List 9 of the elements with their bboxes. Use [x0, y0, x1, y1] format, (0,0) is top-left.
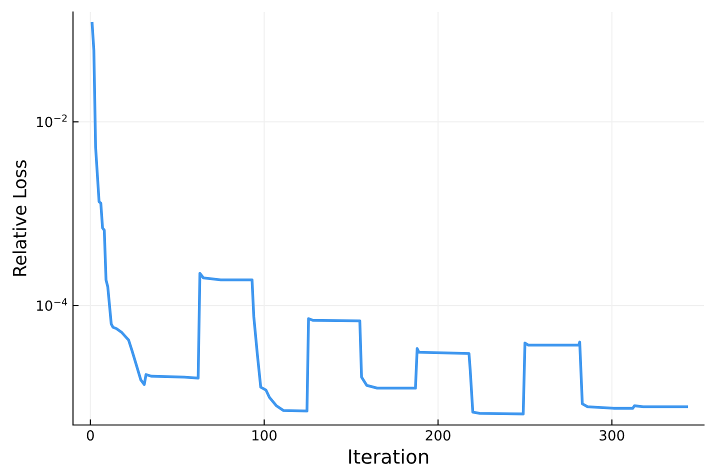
line-series	[90, 22, 688, 416]
x-tick-label: 300	[600, 430, 624, 441]
x-tick-label: 0	[86, 430, 94, 441]
y-tick-label: 10$^{−2}$	[37, 114, 67, 128]
x-tick-label: 200	[426, 430, 450, 441]
x-axis-title: Iteration	[349, 448, 428, 464]
y-axis-title: Relative Loss	[12, 160, 26, 276]
x-tick-label: 100	[252, 430, 277, 441]
y-tick-label: 10$^{−4}$	[37, 298, 68, 311]
